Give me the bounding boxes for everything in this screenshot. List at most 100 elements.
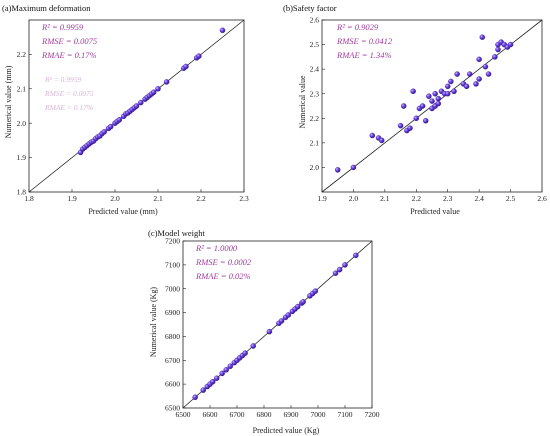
panel-c-data-point xyxy=(300,299,306,305)
panel-b-data-point xyxy=(448,78,454,85)
panel-b-title: (b)Safety factor xyxy=(283,3,337,13)
panel-c-data-point xyxy=(294,303,301,310)
panel-c-plot-frame xyxy=(182,240,373,409)
panel-b-x-tick-label: 2.5 xyxy=(506,194,516,203)
panel-a-y-tick-label: 2.2 xyxy=(17,50,27,59)
panel-c-plot-area: 6500 6600 6700 6800 6900 7000 7100 7200 6500 6600… xyxy=(165,237,380,419)
panel-maximum-deformation: 1.8 1.9 2.0 2.1 2.2 2.3 1.8 1.9 2.0 2.1 2.2 (a)Max… xyxy=(2,3,249,216)
panel-b-x-tick-label: 1.9 xyxy=(317,194,327,203)
panel-c-data-point xyxy=(342,262,348,268)
panel-b-y-tick-label: 2.5 xyxy=(310,40,320,49)
panel-c-y-tick-label: 6700 xyxy=(165,356,180,365)
panel-a-r2-label: R² = 0.9959 xyxy=(41,22,84,32)
panel-c-data-point xyxy=(209,379,216,385)
panel-b-y-axis-label: Numerical value xyxy=(298,75,307,129)
panel-b-data-point xyxy=(454,71,460,77)
panel-safety-factor: 1.9 2.0 2.1 2.2 2.3 2.4 2.5 2.6 2.0 2.1 2.2 2.3 2.4 2… xyxy=(283,3,547,216)
panel-b-data-point xyxy=(400,103,407,109)
panel-c-data-point xyxy=(242,350,248,356)
panel-a-data-point xyxy=(150,89,157,95)
panel-c-x-tick-label: 7200 xyxy=(365,410,380,419)
panel-a-rmse-label: RMSE = 0.0075 xyxy=(41,36,97,46)
panel-c-x-tick-label: 6500 xyxy=(176,410,191,419)
panel-c-data-point xyxy=(223,367,229,373)
panel-b-x-tick-label: 2.4 xyxy=(474,194,484,203)
panel-c-data-point xyxy=(227,363,233,369)
panel-b-data-point xyxy=(492,54,498,60)
panel-c-data-point xyxy=(200,387,206,393)
panel-a-x-tick-label: 2.3 xyxy=(239,194,249,203)
panel-c-x-tick-label: 6800 xyxy=(257,410,272,419)
panel-c-data-point xyxy=(353,252,359,259)
panel-a-ghost-watermark: R² = 0.9959 RMSE = 0.0075 RMAE = 0.17% xyxy=(44,75,94,112)
panel-a-y-tick-label: 2.1 xyxy=(17,84,27,93)
panel-b-data-point xyxy=(429,98,435,104)
panel-a-data-point xyxy=(196,53,202,59)
panel-c-data-point xyxy=(278,318,285,324)
panel-a-rmae-label: RMAE = 0.17% xyxy=(41,50,97,60)
panel-c-title: (c)Model weight xyxy=(148,228,206,238)
panel-b-data-point xyxy=(435,95,442,102)
panel-a-y-tick-label: 1.9 xyxy=(17,153,27,162)
panel-c-x-axis-label: Predicted value (Kg) xyxy=(253,426,320,435)
panel-c-data-point xyxy=(312,288,319,294)
panel-b-data-point xyxy=(479,34,486,40)
panel-a-x-tick-label: 2.1 xyxy=(153,194,163,203)
panel-a-ghost-rmse: RMSE = 0.0075 xyxy=(44,89,94,98)
panel-a-x-tick-label: 1.9 xyxy=(67,194,77,203)
panel-b-data-point xyxy=(350,164,357,171)
panel-c-data-point xyxy=(285,312,292,318)
panel-b-r2-label: R² = 0.9029 xyxy=(336,22,379,32)
panel-b-data-point xyxy=(463,83,470,90)
panel-model-weight: 6500 6600 6700 6800 6900 7000 7100 7200 6500 6600… xyxy=(148,228,380,435)
panel-b-y-tick-label: 2.1 xyxy=(310,138,320,147)
panel-b-data-point xyxy=(473,81,479,87)
panel-b-y-tick-label: 2.2 xyxy=(310,114,320,123)
panel-b-data-point xyxy=(426,93,432,99)
panel-c-x-tick-label: 6700 xyxy=(230,410,245,419)
panel-a-data-point xyxy=(138,99,144,106)
panel-a-plot-area: 1.8 1.9 2.0 2.1 2.2 2.3 1.8 1.9 2.0 2.1 2.2 xyxy=(17,19,249,203)
panel-b-data-point xyxy=(482,63,489,70)
panel-b-data-point xyxy=(397,122,404,129)
panel-c-x-tick-label: 7100 xyxy=(338,410,353,419)
panel-c-y-tick-label: 6500 xyxy=(165,404,180,413)
panel-a-x-tick-label: 2.2 xyxy=(196,194,206,203)
panel-c-rmse-label: RMSE = 0.0002 xyxy=(195,257,252,267)
panel-a-data-point xyxy=(107,123,114,130)
panel-c-y-tick-label: 6900 xyxy=(165,308,180,317)
panel-b-x-tick-label: 2.0 xyxy=(349,194,359,203)
panel-b-y-tick-label: 2.4 xyxy=(310,65,320,74)
panel-a-data-point xyxy=(133,103,140,109)
panel-b-plot-frame xyxy=(321,19,543,193)
panel-b-x-axis-label: Predicted value xyxy=(410,207,460,216)
panel-b-rmae-label: RMAE = 1.34% xyxy=(336,50,392,60)
panel-b-data-point xyxy=(334,167,341,173)
panel-c-data-point xyxy=(332,270,339,276)
panel-b-data-point xyxy=(466,71,473,77)
panel-a-x-axis-label: Predicted value (mm) xyxy=(88,207,158,216)
panel-b-y-tick-label: 2.3 xyxy=(310,89,320,98)
panel-b-data-point xyxy=(476,56,482,63)
panel-b-x-tick-label: 2.6 xyxy=(537,194,547,203)
panel-a-data-point xyxy=(183,63,189,70)
panel-a-y-tick-label: 1.8 xyxy=(17,188,27,197)
panel-b-y-tick-label: 2.0 xyxy=(310,163,320,172)
panel-a-y-axis-label: Numerical value (mm) xyxy=(4,65,13,138)
panel-a-data-points xyxy=(77,27,226,156)
panel-b-data-point xyxy=(432,90,438,97)
panel-c-data-point xyxy=(336,266,343,273)
panel-c-y-tick-label: 7000 xyxy=(165,284,180,293)
panel-a-data-point xyxy=(101,129,108,135)
panel-c-y-axis-label: Numerical value (Kg) xyxy=(149,287,158,358)
panel-c-data-point xyxy=(250,343,256,349)
panel-b-data-point xyxy=(407,125,413,131)
panel-c-data-point xyxy=(213,375,220,381)
panel-a-title: (a)Maximum deformation xyxy=(2,3,91,13)
panel-a-data-point xyxy=(219,27,226,34)
panel-c-data-point xyxy=(219,370,225,377)
panel-a-data-point xyxy=(116,117,123,123)
panel-b-x-tick-label: 2.2 xyxy=(412,194,422,203)
panel-b-data-point xyxy=(476,76,482,82)
